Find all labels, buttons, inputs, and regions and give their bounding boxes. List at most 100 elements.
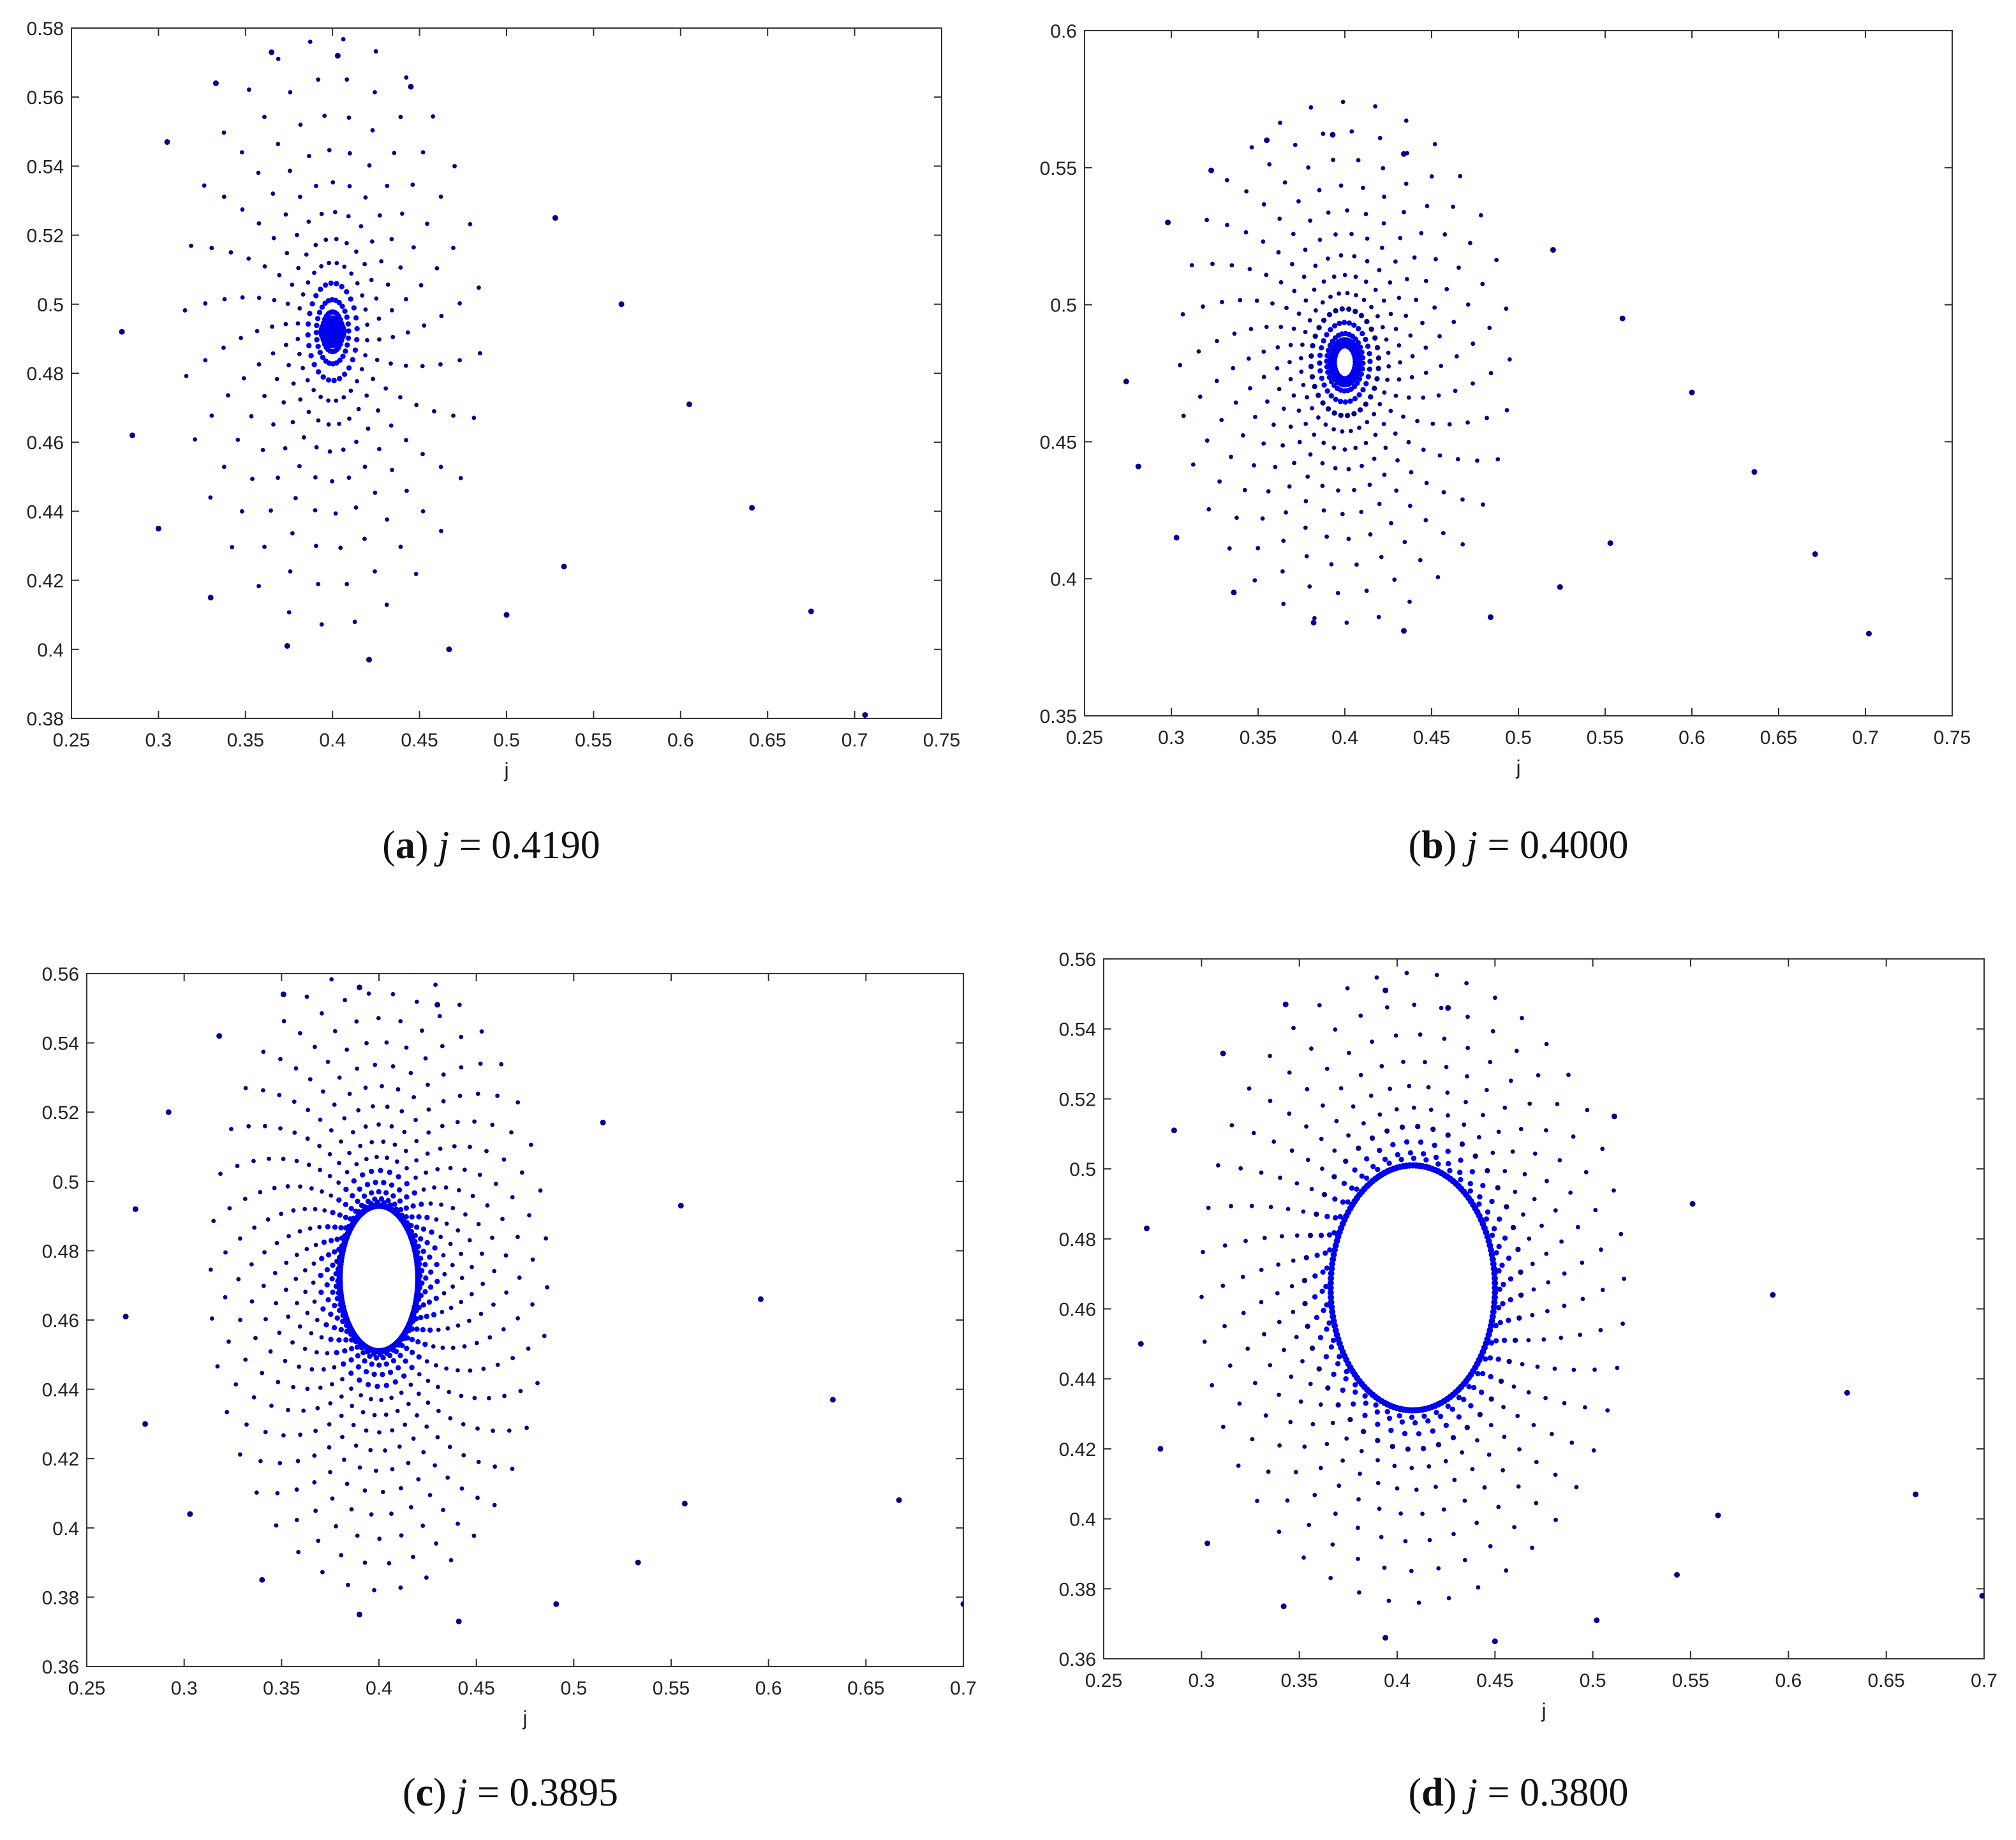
- data-point: [341, 1457, 346, 1462]
- data-point: [1312, 432, 1317, 437]
- data-point: [1423, 345, 1428, 350]
- data-point: [1571, 1134, 1576, 1139]
- data-point: [1408, 333, 1413, 338]
- data-point: [239, 509, 244, 514]
- data-point: [1844, 1390, 1850, 1396]
- data-point: [298, 1432, 303, 1437]
- data-point: [1376, 614, 1381, 620]
- data-point: [1331, 158, 1335, 163]
- data-point: [1432, 305, 1437, 310]
- caption-paren: ): [415, 824, 438, 867]
- data-point: [410, 1203, 416, 1209]
- data-point: [372, 1413, 377, 1418]
- data-point: [327, 1445, 332, 1450]
- data-point: [493, 1182, 498, 1187]
- data-point: [306, 410, 311, 415]
- data-point: [1368, 532, 1373, 537]
- data-point: [1356, 392, 1362, 398]
- data-point: [1244, 189, 1249, 194]
- data-point: [332, 1224, 338, 1230]
- data-point: [313, 1428, 318, 1434]
- data-point: [367, 163, 372, 168]
- data-point: [382, 965, 386, 969]
- data-point: [304, 1247, 309, 1252]
- data-point: [300, 366, 306, 371]
- data-point: [284, 642, 290, 649]
- data-point: [372, 1196, 378, 1202]
- data-point: [305, 332, 311, 338]
- data-point: [1368, 394, 1374, 400]
- data-point: [286, 610, 292, 615]
- data-point: [1492, 1638, 1498, 1645]
- data-point: [402, 1129, 407, 1134]
- data-point: [305, 321, 311, 327]
- data-point: [1368, 326, 1374, 332]
- data-point: [1281, 602, 1286, 606]
- data-point: [345, 1481, 350, 1487]
- data-point: [1222, 1324, 1227, 1328]
- data-point: [1404, 1139, 1410, 1145]
- data-point: [329, 1276, 335, 1282]
- y-tick-label: 0.44: [42, 1380, 79, 1401]
- data-point: [294, 1517, 299, 1522]
- data-point: [1364, 588, 1369, 593]
- data-point: [1178, 362, 1183, 367]
- data-point: [1407, 1150, 1414, 1156]
- data-point: [1379, 1064, 1384, 1069]
- data-point: [354, 325, 360, 332]
- data-point: [347, 1150, 352, 1155]
- data-point: [221, 130, 226, 135]
- data-point: [363, 1124, 368, 1129]
- data-point: [1361, 297, 1367, 302]
- data-point: [353, 1443, 359, 1448]
- data-point: [456, 1228, 461, 1233]
- data-point: [1287, 484, 1292, 489]
- data-point: [1261, 441, 1266, 446]
- data-point: [442, 1272, 447, 1277]
- data-point: [1307, 1522, 1312, 1527]
- x-axis-label: j: [1541, 1699, 1546, 1722]
- data-point: [425, 221, 429, 226]
- data-point: [387, 1353, 393, 1358]
- data-point: [334, 1349, 339, 1356]
- data-point: [1249, 327, 1254, 332]
- data-point: [294, 1252, 299, 1258]
- data-point: [1284, 306, 1289, 311]
- data-point: [342, 1348, 348, 1354]
- data-point: [1374, 975, 1379, 980]
- data-point: [1323, 1250, 1328, 1256]
- data-point: [337, 1161, 341, 1166]
- data-point: [398, 544, 403, 549]
- data-point: [1220, 299, 1224, 304]
- data-point: [1326, 1232, 1333, 1238]
- data-point: [1553, 1517, 1558, 1522]
- data-point: [1451, 1531, 1456, 1536]
- data-point: [305, 1386, 310, 1391]
- data-point: [286, 1314, 291, 1319]
- data-point: [1397, 295, 1402, 300]
- data-point: [515, 1316, 521, 1321]
- data-point: [286, 362, 291, 367]
- data-point: [1456, 1414, 1462, 1420]
- data-point: [1552, 1366, 1557, 1371]
- data-point: [409, 1349, 415, 1355]
- data-point: [353, 315, 359, 321]
- data-point: [285, 301, 290, 306]
- data-point: [1450, 1435, 1456, 1441]
- data-point: [308, 353, 314, 359]
- caption-value: = 0.4000: [1478, 824, 1628, 867]
- data-point: [1304, 1124, 1308, 1129]
- x-tick-label: 0.45: [401, 730, 438, 751]
- data-point: [434, 1217, 439, 1222]
- data-point: [294, 1159, 299, 1164]
- data-point: [1303, 298, 1308, 303]
- data-point: [1255, 1499, 1259, 1503]
- data-point: [284, 1260, 289, 1265]
- data-point: [242, 1196, 248, 1201]
- data-point: [240, 295, 245, 300]
- data-point: [438, 1235, 443, 1240]
- data-point: [316, 77, 321, 82]
- x-tick-label: 0.45: [457, 1678, 494, 1699]
- data-point: [1427, 1464, 1432, 1469]
- y-tick-label: 0.4: [37, 640, 64, 661]
